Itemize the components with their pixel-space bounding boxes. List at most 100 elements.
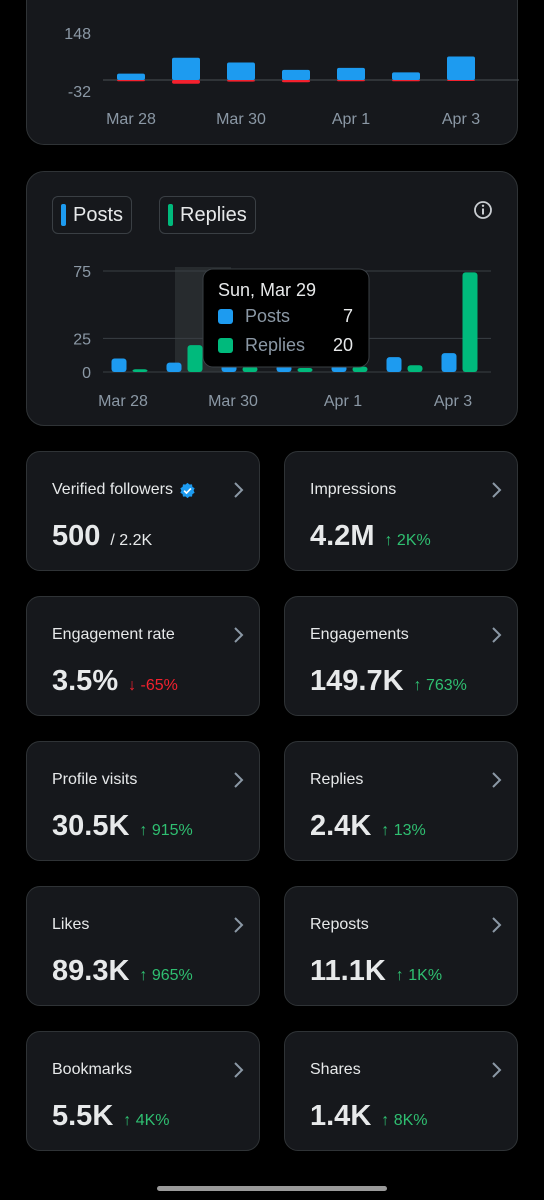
bar-positive xyxy=(392,72,420,80)
stat-delta: ↑ 2K% xyxy=(384,532,431,549)
replies-bar xyxy=(132,369,148,372)
stat-delta: ↑ 763% xyxy=(413,677,467,694)
chevron-right-icon xyxy=(234,482,244,498)
stat-value: 500 / 2.2K xyxy=(52,520,152,553)
tooltip-value: 20 xyxy=(333,335,353,355)
stat-sub-value: / 2.2K xyxy=(110,532,153,549)
stat-label-text: Impressions xyxy=(310,481,397,498)
stat-value: 5.5K ↑ 4K% xyxy=(52,1100,170,1133)
stat-label-text: Verified followers xyxy=(52,481,173,498)
bar-positive xyxy=(117,73,145,80)
stat-label-text: Shares xyxy=(310,1061,361,1078)
bar-negative xyxy=(392,80,420,82)
chevron-right-icon xyxy=(234,1062,244,1078)
stat-label-text: Engagements xyxy=(310,626,409,643)
stat-delta: ↑ 4K% xyxy=(123,1112,170,1129)
stat-value: 2.4K ↑ 13% xyxy=(310,810,426,843)
stat-value: 89.3K ↑ 965% xyxy=(52,955,193,988)
stat-delta: ↑ 1K% xyxy=(395,967,443,984)
bar-positive xyxy=(227,62,255,80)
legend-posts-button[interactable]: Posts xyxy=(52,196,133,234)
stat-value: 11.1K ↑ 1K% xyxy=(310,955,442,988)
bar-positive xyxy=(337,67,365,80)
stat-value-text: 5.5K xyxy=(52,1100,114,1132)
stat-label-text: Profile visits xyxy=(52,771,138,788)
x-tick-label: Apr 1 xyxy=(324,393,362,410)
stat-value: 1.4K ↑ 8K% xyxy=(310,1100,428,1133)
chevron-right-icon xyxy=(492,627,502,643)
x-tick-label: Mar 28 xyxy=(98,393,148,410)
legend-replies-label: Replies xyxy=(180,203,247,226)
stat-value: 4.2M ↑ 2K% xyxy=(310,520,431,553)
posts-replies-chart-card: Posts Replies 75 25 0 Mar 28 Mar 30 Apr 1 Apr … xyxy=(26,171,518,426)
chart-tooltip: Sun, Mar 29 Posts 7 Replies 20 xyxy=(202,268,370,368)
chevron-right-icon xyxy=(234,917,244,933)
posts-replies-chart: 75 25 0 Mar 28 Mar 30 Apr 1 Apr 3 Sun, Mar 29 Po… xyxy=(73,264,491,410)
stat-label-text: Reposts xyxy=(310,916,369,933)
tooltip-label: Posts xyxy=(245,306,290,326)
stat-value-text: 2.4K xyxy=(310,810,372,842)
impressions-chart: 148 -32 Mar 28 Mar 30 Apr 1 Apr 3 xyxy=(64,26,519,128)
stat-card-bookmarks[interactable]: Bookmarks 5.5K ↑ 4K% xyxy=(26,1031,260,1151)
home-indicator[interactable] xyxy=(157,1186,387,1191)
tooltip-title: Sun, Mar 29 xyxy=(218,280,316,300)
y-tick-label: 75 xyxy=(73,264,91,281)
posts-swatch xyxy=(61,204,66,226)
stat-value-text: 149.7K xyxy=(310,665,404,697)
chevron-right-icon xyxy=(234,627,244,643)
stat-value-text: 11.1K xyxy=(310,955,386,987)
x-tick-label: Apr 1 xyxy=(332,111,370,128)
bar-negative xyxy=(337,80,365,82)
stat-delta: ↑ 965% xyxy=(139,967,193,984)
replies-swatch xyxy=(168,204,173,226)
x-tick-label: Apr 3 xyxy=(434,393,472,410)
tooltip-box xyxy=(202,268,370,368)
chevron-right-icon xyxy=(492,1062,502,1078)
stat-delta: ↓ -65% xyxy=(128,677,178,694)
stat-value-text: 3.5% xyxy=(52,665,119,697)
info-icon[interactable] xyxy=(473,200,493,220)
stat-card-replies[interactable]: Replies 2.4K ↑ 13% xyxy=(284,741,518,861)
stat-value-text: 89.3K xyxy=(52,955,130,987)
stat-card-verified-followers[interactable]: Verified followers 500 / 2.2K xyxy=(26,451,260,571)
y-tick-label: 148 xyxy=(64,26,91,43)
stat-label: Verified followers xyxy=(52,481,196,499)
bar-positive xyxy=(282,69,310,80)
chevron-right-icon xyxy=(492,482,502,498)
stat-value-text: 500 xyxy=(52,520,101,552)
tooltip-swatch xyxy=(218,309,233,324)
stat-value: 30.5K ↑ 915% xyxy=(52,810,193,843)
stat-card-impressions[interactable]: Impressions 4.2M ↑ 2K% xyxy=(284,451,518,571)
legend-posts-label: Posts xyxy=(73,203,124,226)
x-tick-label: Mar 30 xyxy=(208,393,258,410)
stat-value-text: 4.2M xyxy=(310,520,375,552)
stat-card-profile-visits[interactable]: Profile visits 30.5K ↑ 915% xyxy=(26,741,260,861)
posts-bar xyxy=(166,362,182,372)
stat-value: 149.7K ↑ 763% xyxy=(310,665,467,698)
stat-card-engagement-rate[interactable]: Engagement rate 3.5% ↓ -65% xyxy=(26,596,260,716)
stat-label: Replies xyxy=(310,771,363,789)
stat-label: Likes xyxy=(52,916,89,934)
stat-card-reposts[interactable]: Reposts 11.1K ↑ 1K% xyxy=(284,886,518,1006)
replies-bar xyxy=(297,367,313,372)
stat-card-engagements[interactable]: Engagements 149.7K ↑ 763% xyxy=(284,596,518,716)
stat-card-likes[interactable]: Likes 89.3K ↑ 965% xyxy=(26,886,260,1006)
tooltip-swatch xyxy=(218,338,233,353)
stat-label: Reposts xyxy=(310,916,369,934)
stat-label: Engagements xyxy=(310,626,409,644)
stat-card-shares[interactable]: Shares 1.4K ↑ 8K% xyxy=(284,1031,518,1151)
stat-label: Profile visits xyxy=(52,771,137,789)
verified-badge-icon xyxy=(180,482,195,498)
stat-delta: ↑ 8K% xyxy=(381,1112,428,1129)
stat-value-text: 1.4K xyxy=(310,1100,372,1132)
stat-label-text: Engagement rate xyxy=(52,626,175,643)
bar-negative xyxy=(172,80,200,84)
stat-label: Shares xyxy=(310,1061,361,1079)
replies-bar xyxy=(352,366,368,372)
stat-label-text: Replies xyxy=(310,771,364,788)
legend-replies-button[interactable]: Replies xyxy=(159,196,256,234)
tooltip-label: Replies xyxy=(245,335,305,355)
stat-label: Bookmarks xyxy=(52,1061,132,1079)
tooltip-value: 7 xyxy=(343,306,353,326)
chevron-right-icon xyxy=(234,772,244,788)
